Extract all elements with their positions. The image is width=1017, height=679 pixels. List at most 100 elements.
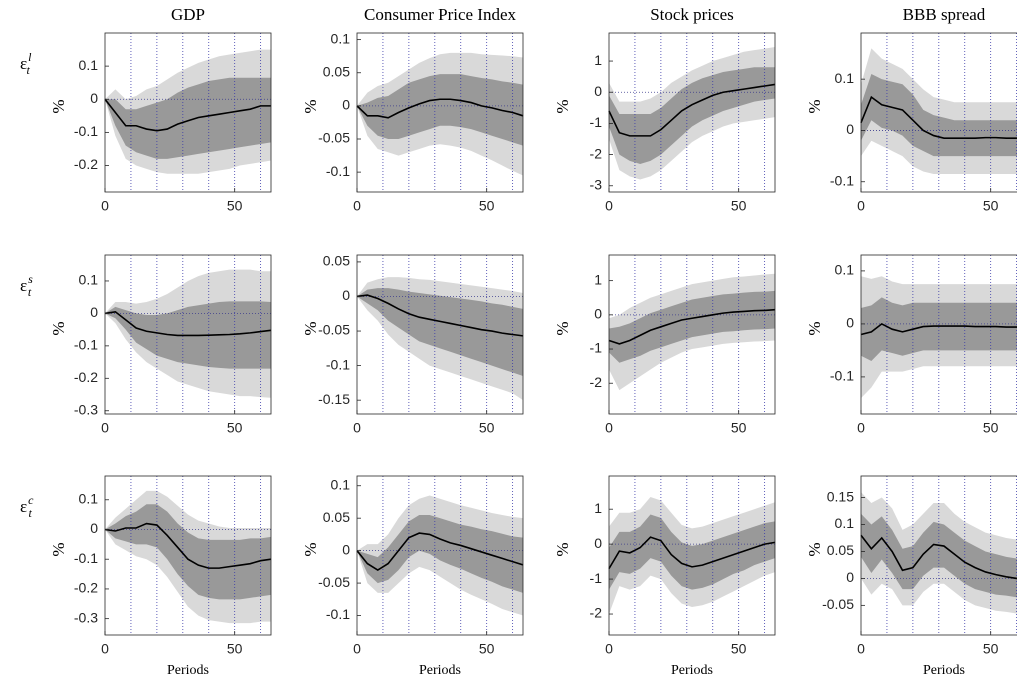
- y-tick-label: -0.1: [326, 606, 350, 622]
- confidence-band: [609, 290, 775, 363]
- y-tick-label: 0: [846, 315, 854, 331]
- y-tick-label: -0.05: [318, 574, 350, 590]
- row-label: εs t: [20, 272, 33, 299]
- row-label-superscript: s: [28, 272, 33, 286]
- y-tick-label: 0: [846, 121, 854, 137]
- x-tick-label: 0: [857, 641, 865, 657]
- median-line: [356, 98, 524, 119]
- x-tick-label: 0: [101, 420, 109, 436]
- y-axis-label: %: [49, 321, 68, 335]
- axes-frame: [104, 254, 272, 415]
- axes-frame: [104, 32, 272, 193]
- axes-frame: [860, 32, 1017, 193]
- row-label-symbol: ε: [20, 276, 27, 295]
- confidence-band: [105, 504, 271, 600]
- x-tick-label: 0: [353, 420, 361, 436]
- panel-title: Stock prices: [650, 5, 734, 24]
- y-tick-label: -0.3: [74, 609, 98, 625]
- y-tick-label: 0.05: [323, 253, 350, 269]
- y-tick-label: 0.1: [835, 515, 855, 531]
- y-tick-label: -3: [590, 176, 603, 192]
- x-tick-label: 50: [983, 198, 999, 214]
- x-axis-label: Periods: [167, 663, 209, 678]
- y-tick-label: -0.1: [830, 172, 854, 188]
- y-tick-label: -0.05: [318, 322, 350, 338]
- y-tick-label: -1: [590, 570, 603, 586]
- row-label-superscript: l: [28, 50, 32, 64]
- y-tick-label: 1: [594, 271, 602, 287]
- x-axis-label: Periods: [419, 663, 461, 678]
- y-axis-label: %: [49, 99, 68, 113]
- confidence-band: [357, 514, 523, 593]
- y-axis-label: %: [301, 542, 320, 556]
- row-label-superscript: c: [28, 493, 34, 507]
- x-tick-label: 50: [479, 641, 495, 657]
- y-tick-label: 0: [90, 304, 98, 320]
- plot-area: [861, 33, 1017, 192]
- axes-frame: [356, 475, 524, 636]
- x-tick-label: 50: [479, 420, 495, 436]
- row-label-symbol: ε: [20, 54, 27, 73]
- y-tick-label: -1: [590, 340, 603, 356]
- y-tick-label: 0: [594, 83, 602, 99]
- y-axis-label: %: [301, 321, 320, 335]
- y-tick-label: 0.1: [79, 272, 99, 288]
- row-label-subscript: t: [26, 63, 30, 77]
- median-line: [860, 95, 1017, 139]
- x-tick-label: 50: [479, 198, 495, 214]
- plot-area: [105, 33, 271, 192]
- plot-area: [609, 33, 775, 192]
- y-tick-label: 0.1: [79, 57, 99, 73]
- x-tick-label: 50: [731, 641, 747, 657]
- x-tick-label: 50: [731, 420, 747, 436]
- y-tick-label: 1: [594, 52, 602, 68]
- y-axis-label: %: [805, 99, 824, 113]
- y-tick-label: 0.05: [323, 509, 350, 525]
- y-tick-label: 0.1: [331, 30, 351, 46]
- x-tick-label: 0: [101, 198, 109, 214]
- confidence-band: [861, 74, 1017, 157]
- row-label-symbol: ε: [20, 497, 27, 516]
- y-axis-label: %: [49, 542, 68, 556]
- y-tick-label: 1: [594, 500, 602, 516]
- x-tick-label: 0: [857, 198, 865, 214]
- y-tick-label: -0.05: [822, 596, 854, 612]
- y-tick-label: 0.05: [323, 63, 350, 79]
- y-tick-label: -0.1: [326, 163, 350, 179]
- confidence-band: [357, 74, 523, 146]
- y-tick-label: 0: [594, 535, 602, 551]
- row-label: εc t: [20, 493, 34, 520]
- confidence-band: [105, 77, 271, 159]
- y-tick-label: -0.1: [74, 550, 98, 566]
- x-axis-label: Periods: [923, 663, 965, 678]
- axes-frame: [608, 254, 776, 415]
- y-tick-label: 0.1: [835, 70, 855, 86]
- y-tick-label: -0.2: [74, 369, 98, 385]
- median-line: [104, 522, 272, 569]
- plot-area: [357, 476, 523, 635]
- y-tick-label: -0.1: [74, 123, 98, 139]
- median-line: [356, 294, 524, 337]
- x-tick-label: 50: [983, 420, 999, 436]
- y-axis-label: %: [805, 542, 824, 556]
- y-tick-label: 0.1: [835, 262, 855, 278]
- y-tick-label: 0: [594, 306, 602, 322]
- x-tick-label: 0: [605, 641, 613, 657]
- x-tick-label: 0: [353, 641, 361, 657]
- y-axis-label: %: [553, 542, 572, 556]
- median-line: [104, 310, 272, 337]
- y-tick-label: 0: [846, 569, 854, 585]
- plot-area: [861, 476, 1017, 635]
- y-tick-label: 0: [342, 287, 350, 303]
- median-line: [608, 83, 776, 137]
- axes-frame: [608, 475, 776, 636]
- plot-area: [357, 255, 523, 414]
- x-tick-label: 0: [857, 420, 865, 436]
- y-tick-label: -2: [590, 605, 603, 621]
- x-tick-label: 50: [983, 641, 999, 657]
- row-label-subscript: t: [28, 506, 32, 520]
- x-tick-label: 50: [227, 198, 243, 214]
- axes-frame: [860, 475, 1017, 636]
- y-tick-label: -1: [590, 114, 603, 130]
